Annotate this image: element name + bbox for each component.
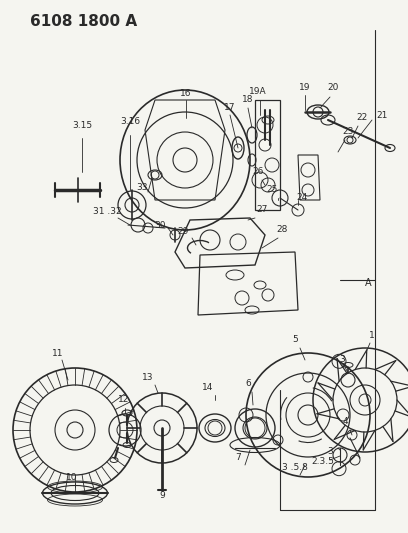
Text: 3: 3 <box>339 356 345 365</box>
Text: 3.16: 3.16 <box>120 117 140 126</box>
Text: 16: 16 <box>180 88 192 98</box>
Text: 3 .5.8: 3 .5.8 <box>282 464 308 472</box>
Text: 3: 3 <box>327 448 333 456</box>
Text: 26: 26 <box>252 167 264 176</box>
Text: 14: 14 <box>202 383 214 392</box>
Text: 11: 11 <box>52 349 64 358</box>
Text: 17: 17 <box>224 102 236 111</box>
Text: 24: 24 <box>296 192 308 201</box>
Text: 5: 5 <box>292 335 298 344</box>
Text: 1: 1 <box>369 332 375 341</box>
Text: 27: 27 <box>256 206 268 214</box>
Text: 20: 20 <box>327 84 339 93</box>
Text: 2.3.5: 2.3.5 <box>312 457 335 466</box>
Text: 23: 23 <box>342 127 354 136</box>
Text: 4: 4 <box>342 417 348 426</box>
Text: 6: 6 <box>245 379 251 389</box>
Text: 19: 19 <box>299 83 311 92</box>
Text: 9: 9 <box>159 490 165 499</box>
Text: 6108 1800 A: 6108 1800 A <box>30 14 137 29</box>
Text: A: A <box>365 278 371 288</box>
Text: 13: 13 <box>142 374 154 383</box>
Text: 21: 21 <box>376 110 388 119</box>
Text: 31 .32: 31 .32 <box>93 207 121 216</box>
Text: 10: 10 <box>66 472 78 481</box>
Text: 28: 28 <box>276 225 288 235</box>
Text: 19A: 19A <box>249 87 267 96</box>
Text: 22: 22 <box>356 114 368 123</box>
Text: 7: 7 <box>235 454 241 463</box>
Text: 12: 12 <box>118 395 130 405</box>
Text: 30: 30 <box>154 221 166 230</box>
Text: 18: 18 <box>242 95 254 104</box>
Text: 25: 25 <box>266 185 278 195</box>
Text: 33: 33 <box>136 183 148 192</box>
Text: 3.15: 3.15 <box>72 120 92 130</box>
Text: 29: 29 <box>177 228 188 237</box>
